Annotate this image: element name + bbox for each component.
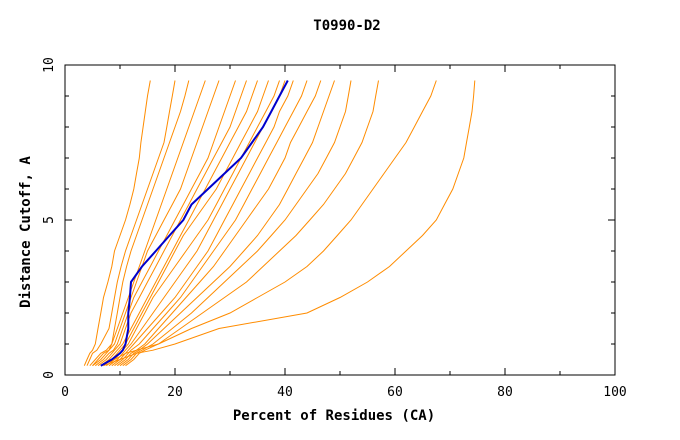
model-curve-10 — [105, 80, 280, 367]
axis-ticks — [64, 64, 616, 376]
model-curve-8 — [100, 80, 258, 367]
x-tick-labels: 0 20 40 60 80 100 — [61, 385, 627, 400]
chart-title: T0990-D2 — [313, 18, 380, 34]
model-curve-9 — [103, 80, 269, 367]
model-curve-5 — [92, 80, 220, 367]
x-tick-label: 60 — [387, 385, 403, 400]
model-curve-13 — [114, 80, 308, 367]
y-tick-labels: 0 5 10 — [42, 57, 57, 379]
model-curve-3 — [89, 80, 190, 367]
model-curve-17 — [125, 80, 379, 367]
x-tick-label: 80 — [497, 385, 513, 400]
model-curve-4 — [92, 80, 206, 367]
model-curve-14 — [116, 80, 322, 367]
model-curve-15 — [119, 80, 335, 367]
y-tick-label: 5 — [42, 216, 57, 224]
x-tick-label: 40 — [277, 385, 293, 400]
model-curve-18 — [100, 80, 437, 367]
model-curve-16 — [122, 80, 352, 367]
model-curve-1 — [83, 80, 151, 366]
x-tick-label: 0 — [61, 385, 69, 400]
plot-lines — [83, 80, 476, 367]
x-axis-label: Percent of Residues (CA) — [233, 408, 435, 424]
model-curve-6 — [94, 80, 236, 367]
model-curve-19 — [103, 80, 476, 367]
y-axis-label: Distance Cutoff, A — [18, 156, 34, 308]
y-tick-label: 10 — [42, 57, 57, 73]
x-tick-label: 100 — [603, 385, 626, 400]
x-tick-label: 20 — [167, 385, 183, 400]
highlight-curve — [100, 80, 289, 367]
model-curve-2 — [86, 80, 176, 366]
model-curve-11 — [108, 80, 286, 367]
model-curve-7 — [97, 80, 247, 367]
model-curve-12 — [111, 80, 294, 367]
y-tick-label: 0 — [42, 371, 57, 379]
